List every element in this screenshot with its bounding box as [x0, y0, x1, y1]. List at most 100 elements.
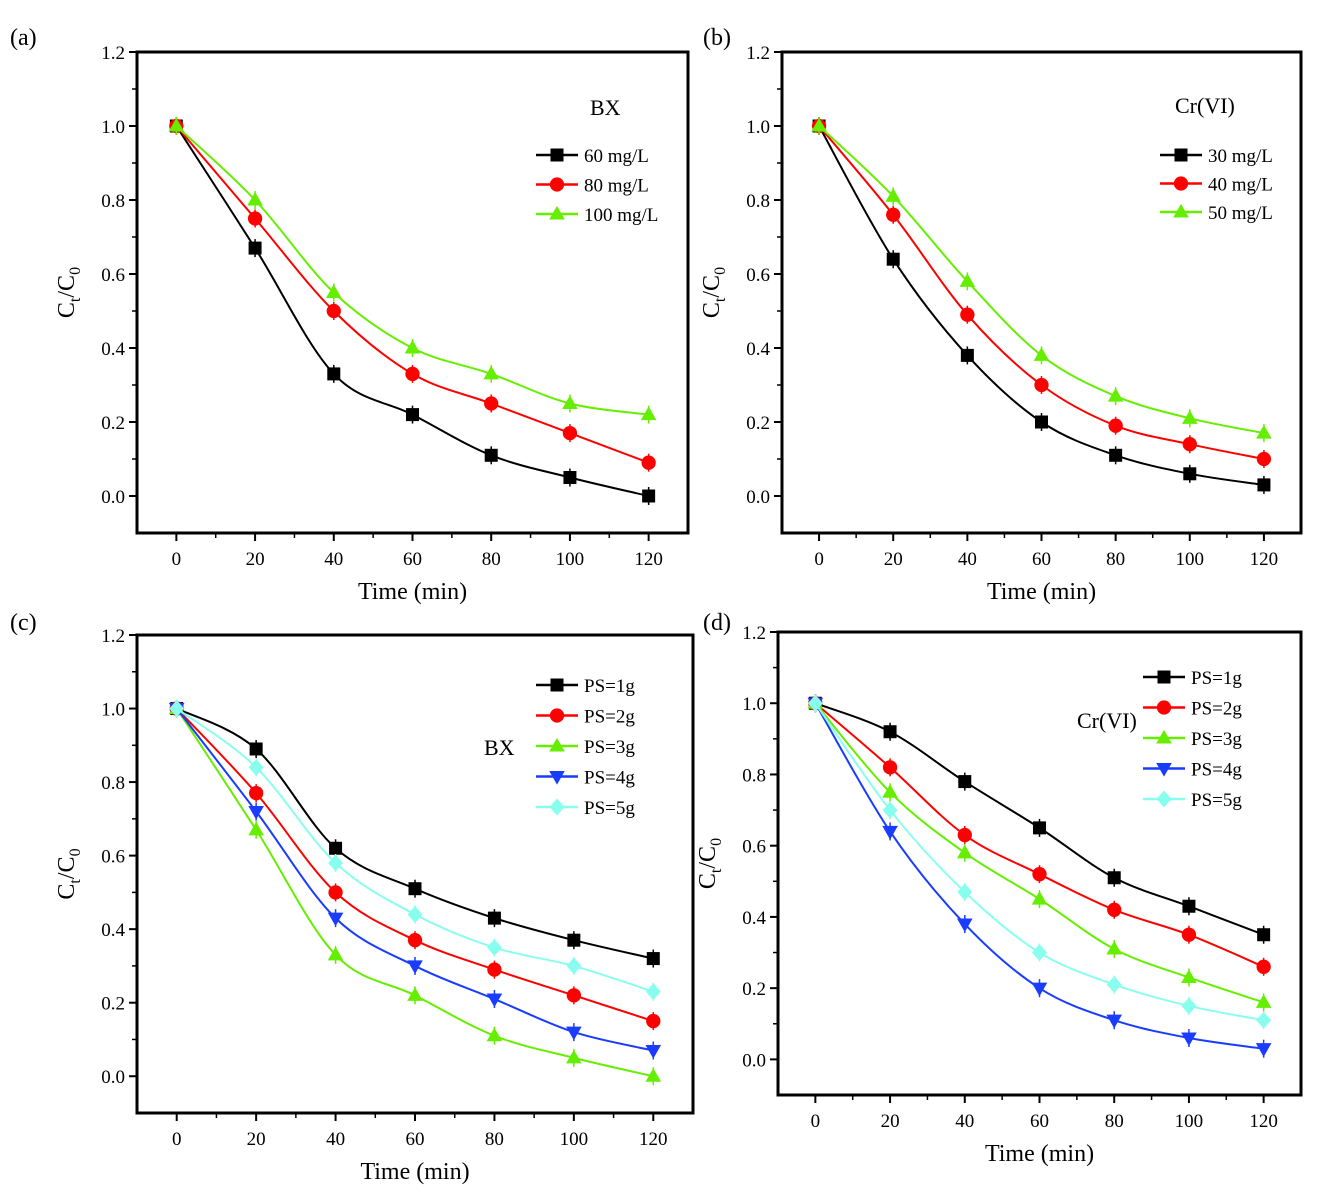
- legend-label: PS=4g: [584, 768, 635, 789]
- data-point: [1256, 424, 1272, 439]
- legend-marker: [1156, 762, 1172, 777]
- data-point: [645, 983, 661, 1001]
- x-tick-label: 20: [246, 549, 265, 570]
- legend-marker: [1156, 700, 1172, 715]
- x-tick-label: 120: [639, 1129, 668, 1150]
- legend-label: PS=2g: [1191, 699, 1242, 720]
- legend-label: PS=1g: [584, 676, 635, 697]
- data-point: [1255, 1043, 1272, 1057]
- data-point: [1033, 347, 1050, 361]
- data-point: [882, 784, 898, 798]
- data-point: [329, 841, 343, 855]
- data-point: [1181, 1032, 1197, 1047]
- y-tick-label: 1.2: [101, 626, 125, 647]
- plot-frame: [780, 50, 1303, 535]
- x-tick-label: 40: [324, 549, 343, 570]
- data-point: [327, 912, 344, 927]
- panel-label: (d): [703, 610, 731, 636]
- series-30 mg/L: [812, 117, 1271, 494]
- legend-label: 80 mg/L: [584, 176, 649, 197]
- y-tick-label: 0.2: [742, 979, 766, 1000]
- data-point: [641, 455, 656, 470]
- series-line: [176, 707, 654, 993]
- data-point: [566, 1049, 582, 1064]
- legend-marker: [1174, 148, 1188, 162]
- legend-label: 40 mg/L: [1208, 175, 1273, 196]
- chart-annotation: Cr(VI): [1175, 93, 1235, 118]
- data-point: [168, 117, 185, 132]
- data-point: [566, 1026, 582, 1041]
- x-tick-label: 100: [1176, 549, 1205, 570]
- x-axis-title: Time (min): [358, 579, 467, 605]
- y-tick-label: 0.0: [101, 487, 125, 508]
- x-tick-label: 60: [403, 549, 422, 570]
- data-point: [248, 241, 262, 255]
- data-point: [407, 960, 423, 975]
- x-axis-title: Time (min): [985, 1141, 1094, 1167]
- series-60 mg/L: [169, 117, 656, 505]
- legend-marker: [1173, 203, 1189, 218]
- panel-label: (b): [703, 25, 731, 51]
- data-point: [886, 207, 901, 222]
- legend-marker: [549, 708, 565, 723]
- data-point: [249, 742, 263, 756]
- data-point: [483, 365, 500, 380]
- data-point: [1108, 418, 1123, 433]
- data-point: [1033, 821, 1046, 835]
- y-tick-label: 1.2: [101, 43, 125, 64]
- x-tick-label: 60: [406, 1129, 425, 1150]
- x-tick-label: 0: [172, 1129, 182, 1150]
- x-tick-label: 80: [1106, 549, 1125, 570]
- data-point: [1032, 944, 1047, 961]
- legend-label: PS=4g: [1191, 760, 1242, 781]
- legend: 30 mg/L 40 mg/L 50 mg/L: [1160, 146, 1273, 224]
- data-point: [642, 489, 656, 503]
- legend-marker: [549, 770, 565, 785]
- data-point: [882, 801, 898, 819]
- data-point: [248, 758, 264, 776]
- data-point: [1106, 976, 1122, 994]
- data-point: [645, 1044, 662, 1059]
- legend-label: PS=5g: [1191, 790, 1242, 811]
- y-tick-label: 0.2: [746, 413, 770, 434]
- data-point: [957, 827, 972, 843]
- x-axis-title: Time (min): [360, 1159, 469, 1185]
- y-tick-label: 0.4: [742, 908, 766, 929]
- legend: PS=1g PS=2g PS=3g PS=4g PS=5g: [1143, 668, 1242, 811]
- data-point: [959, 273, 976, 287]
- x-tick-label: 60: [1030, 1111, 1049, 1132]
- legend-label: PS=5g: [584, 798, 635, 819]
- x-tick-label: 100: [1175, 1111, 1204, 1132]
- y-tick-label: 1.0: [746, 117, 770, 138]
- data-point: [1181, 969, 1197, 983]
- data-point: [247, 211, 263, 226]
- data-point: [960, 348, 974, 362]
- data-point: [404, 339, 421, 354]
- data-point: [1034, 377, 1049, 393]
- legend: 60 mg/L 80 mg/L 100 mg/L: [536, 146, 658, 226]
- x-tick-label: 0: [811, 1111, 821, 1132]
- legend-marker: [550, 148, 564, 162]
- series-line: [814, 702, 1264, 1022]
- legend-marker: [549, 177, 565, 192]
- legend-label: PS=2g: [584, 707, 635, 728]
- x-tick-label: 60: [1032, 549, 1051, 570]
- data-point: [1106, 940, 1123, 955]
- data-point: [486, 1027, 503, 1042]
- data-point: [328, 854, 344, 872]
- data-point: [1256, 1011, 1272, 1029]
- y-tick-label: 0.6: [742, 837, 766, 858]
- data-point: [885, 188, 902, 202]
- data-point: [640, 406, 657, 421]
- data-point: [1035, 415, 1048, 429]
- data-point: [407, 905, 423, 923]
- data-point: [886, 252, 900, 266]
- data-point: [325, 284, 342, 299]
- data-point: [247, 191, 263, 206]
- y-tick-label: 0.2: [101, 994, 125, 1015]
- chart-panel-a: 0 20 40 60 80 100 120 0.0 0.2 0.4 0.6 0.8 1.0 1.2 Time…: [10, 25, 690, 605]
- panel-label: (a): [10, 25, 37, 51]
- legend-label: PS=1g: [1191, 668, 1242, 689]
- legend-label: PS=3g: [1191, 729, 1242, 750]
